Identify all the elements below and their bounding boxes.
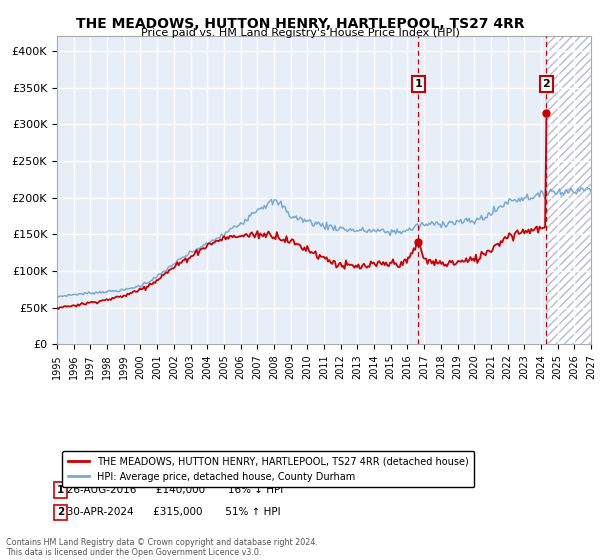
Legend: THE MEADOWS, HUTTON HENRY, HARTLEPOOL, TS27 4RR (detached house), HPI: Average p: THE MEADOWS, HUTTON HENRY, HARTLEPOOL, T… xyxy=(62,451,475,487)
Bar xyxy=(547,36,591,344)
Text: 1: 1 xyxy=(415,79,422,89)
Text: Price paid vs. HM Land Registry's House Price Index (HPI): Price paid vs. HM Land Registry's House … xyxy=(140,28,460,38)
Text: 30-APR-2024      £315,000       51% ↑ HPI: 30-APR-2024 £315,000 51% ↑ HPI xyxy=(57,507,281,517)
Text: 26-AUG-2016      £140,000       16% ↓ HPI: 26-AUG-2016 £140,000 16% ↓ HPI xyxy=(57,485,283,495)
Bar xyxy=(547,36,591,344)
Text: 1: 1 xyxy=(57,485,64,495)
Text: 2: 2 xyxy=(57,507,64,517)
Text: THE MEADOWS, HUTTON HENRY, HARTLEPOOL, TS27 4RR: THE MEADOWS, HUTTON HENRY, HARTLEPOOL, T… xyxy=(76,17,524,31)
Text: 2: 2 xyxy=(542,79,550,89)
Text: Contains HM Land Registry data © Crown copyright and database right 2024.
This d: Contains HM Land Registry data © Crown c… xyxy=(6,538,318,557)
